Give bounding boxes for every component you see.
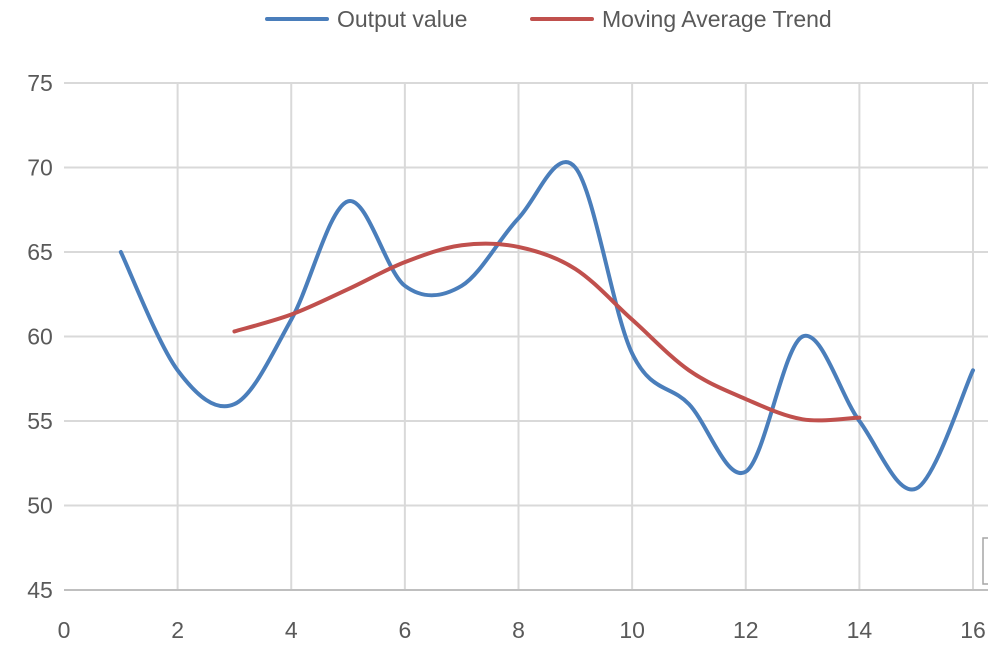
series-line-1 — [232, 241, 862, 423]
x-tick-label: 8 — [512, 617, 525, 643]
series-lines — [118, 160, 975, 492]
x-tick-label: 12 — [733, 617, 759, 643]
series-line-0 — [118, 160, 975, 492]
x-tick-label: 10 — [619, 617, 645, 643]
legend-label-1: Moving Average Trend — [602, 6, 832, 32]
x-tick-label: 0 — [58, 617, 71, 643]
y-tick-label: 60 — [27, 324, 53, 350]
y-tick-label: 50 — [27, 493, 53, 519]
x-tick-label: 16 — [960, 617, 986, 643]
axes: 45 50 55 60 65 70 75 0 2 4 6 8 10 12 14 16 — [27, 70, 988, 643]
x-tick-label: 4 — [285, 617, 298, 643]
legend: Output value Moving Average Trend — [265, 6, 832, 32]
x-tick-label: 6 — [398, 617, 411, 643]
clipped-data-label-box — [982, 537, 988, 585]
gridlines — [64, 82, 988, 590]
y-tick-label: 65 — [27, 239, 53, 265]
y-tick-label: 75 — [27, 70, 53, 96]
legend-label-0: Output value — [337, 6, 467, 32]
y-tick-label: 55 — [27, 408, 53, 434]
y-tick-label: 45 — [27, 577, 53, 603]
x-tick-label: 2 — [171, 617, 184, 643]
y-tick-label: 70 — [27, 155, 53, 181]
x-tick-label: 14 — [847, 617, 873, 643]
